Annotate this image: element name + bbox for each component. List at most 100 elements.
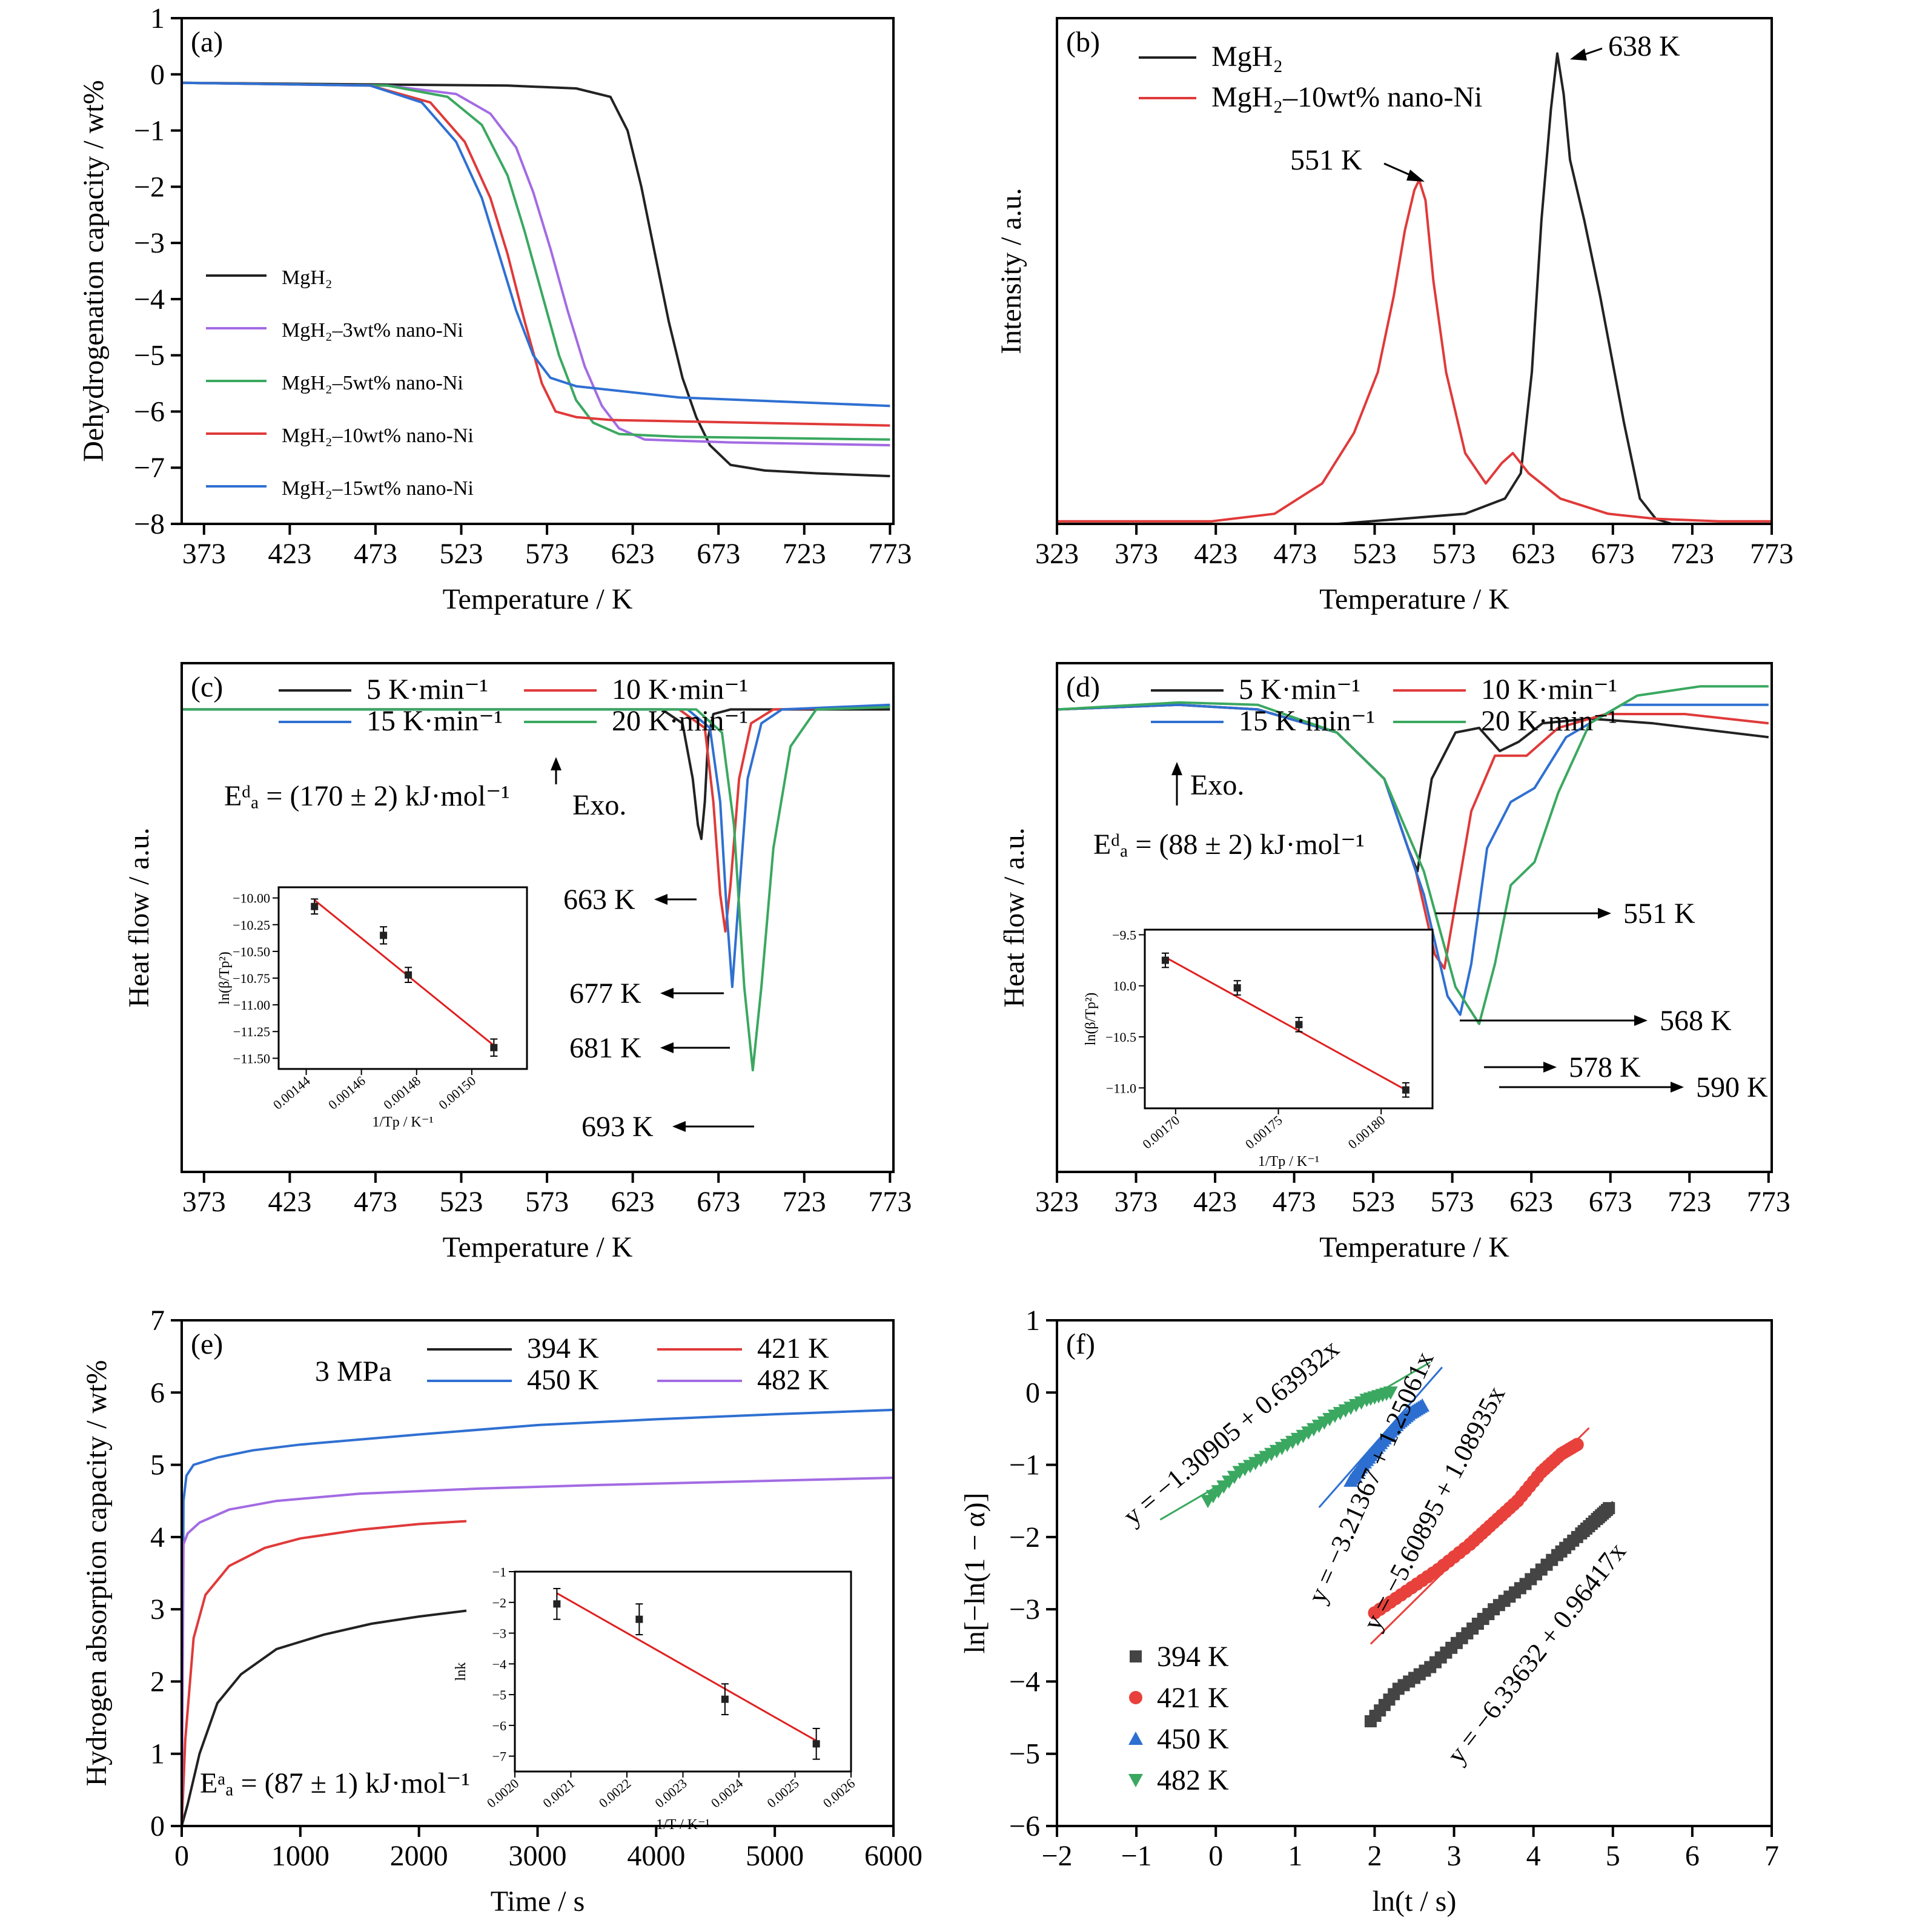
- activation-energy-label: Eᵈₐ = (88 ± 2) kJ·mol⁻¹: [1093, 829, 1365, 861]
- legend-label: MgH₂–3wt% nano-Ni: [282, 319, 463, 342]
- series-3: [1318, 1366, 1443, 1508]
- series-line-2: [182, 81, 890, 447]
- arrow-head: [1671, 1082, 1684, 1093]
- y-axis-label: Heat flow / a.u.: [123, 827, 155, 1007]
- x-tick-label: −1: [1121, 1840, 1152, 1872]
- panel-label: (c): [191, 671, 223, 703]
- legend-label: 15 K·min⁻¹: [366, 705, 503, 737]
- x-tick-label: 523: [1351, 1186, 1395, 1218]
- x-tick-label: 573: [1433, 538, 1476, 570]
- inset: 0.00170 0.00175 0.00180 −9.5 10.0 −10.5 −11.0 1…: [1083, 927, 1434, 1169]
- x-tick-label: 0: [174, 1840, 189, 1872]
- legend-label: 450 K: [527, 1364, 599, 1396]
- inset-x-tick-label: 0.00180: [1345, 1113, 1388, 1152]
- x-axis-label: Temperature / K: [443, 1231, 633, 1263]
- inset-y-tick-label: −4: [492, 1656, 506, 1672]
- plot-frame: [181, 662, 895, 1173]
- y-tick-label: −5: [1009, 1738, 1040, 1770]
- series-group: [182, 703, 890, 1071]
- y-tick-label: 3: [150, 1593, 165, 1626]
- y-axis-label: Heat flow / a.u.: [998, 827, 1030, 1007]
- legend-label: MgH₂–10wt% nano-Ni: [282, 425, 474, 447]
- x-tick-label: 523: [1353, 538, 1396, 570]
- y-axis-label: Dehydrogenation capacity / wt%: [78, 80, 110, 461]
- inset-fit-line: [1165, 956, 1406, 1091]
- peak-label: 578 K: [1569, 1051, 1641, 1083]
- x-tick-label: 623: [1512, 538, 1555, 570]
- y-tick-label: −3: [1009, 1593, 1040, 1626]
- legend-note: 3 MPa: [315, 1355, 392, 1388]
- series-line-1: [182, 1609, 467, 1826]
- x-tick-label: 4000: [627, 1840, 685, 1872]
- series-line-3: [182, 81, 890, 441]
- inset-point: [635, 1615, 643, 1623]
- x-tick-label: 2: [1367, 1840, 1382, 1872]
- y-tick-label: 4: [150, 1521, 165, 1553]
- x-tick-label: 773: [868, 538, 912, 570]
- peak-label: 681 K: [569, 1032, 641, 1064]
- legend-label: 10 K·min⁻¹: [612, 673, 748, 706]
- data-point: [1130, 1650, 1142, 1662]
- inset-point: [1402, 1086, 1409, 1094]
- x-tick-label: 423: [1194, 538, 1237, 570]
- inset-point: [1161, 956, 1169, 964]
- inset-x-tick-label: 0.0022: [596, 1776, 634, 1811]
- peak-label: 638 K: [1608, 30, 1680, 62]
- legend-label: 5 K·min⁻¹: [1239, 673, 1360, 706]
- inset-x-tick-label: 0.00148: [380, 1073, 423, 1113]
- panel-d: 323 373 423 473 523 573 623 673 723 773 Temperatur…: [998, 662, 1790, 1263]
- series-line-1: [182, 81, 890, 478]
- y-tick-label: −4: [134, 283, 165, 316]
- y-tick-label: 5: [150, 1449, 165, 1481]
- inset-y-tick-label: −11.50: [233, 1051, 270, 1066]
- legend-label: 421 K: [757, 1332, 829, 1365]
- inset-y-tick-label: −10.50: [233, 944, 270, 959]
- series-line-4: [182, 81, 890, 427]
- arrow-head: [654, 894, 667, 905]
- inset-point: [490, 1044, 498, 1051]
- series-2: [1368, 1427, 1590, 1645]
- legend-label: 20 K·min⁻¹: [612, 705, 748, 737]
- inset-point: [380, 931, 388, 939]
- panel-label: (a): [191, 26, 223, 58]
- y-tick-label: 6: [150, 1377, 165, 1409]
- x-tick-label: 673: [697, 538, 740, 570]
- x-tick-label: 373: [1115, 538, 1158, 570]
- data-point: [1383, 1386, 1398, 1400]
- inset-x-tick-label: 0.0020: [484, 1776, 522, 1811]
- x-tick-label: 6000: [864, 1840, 923, 1872]
- arrow-head: [660, 1042, 674, 1053]
- x-tick-label: 573: [525, 1186, 569, 1218]
- inset-x-tick-label: 0.0021: [540, 1776, 577, 1811]
- data-point: [1129, 1691, 1142, 1704]
- inset-y-tick-label: −7: [492, 1749, 506, 1764]
- inset-y-tick-label: −10.25: [233, 918, 270, 933]
- inset-point: [405, 971, 412, 979]
- legend-label: MgH₂–15wt% nano-Ni: [282, 477, 474, 500]
- plot-frame: [181, 17, 895, 525]
- y-axis-label: Hydrogen absorption capacity / wt%: [81, 1360, 113, 1787]
- y-tick-label: 1: [1025, 1305, 1040, 1337]
- x-tick-label: 323: [1035, 538, 1079, 570]
- plot-frame: [1056, 662, 1773, 1173]
- inset-y-tick-label: −6: [492, 1718, 506, 1733]
- inset-y-tick-label: −1: [492, 1564, 506, 1580]
- legend-label: 450 K: [1157, 1723, 1229, 1755]
- legend-label: MgH₂: [282, 266, 333, 289]
- arrow-head: [672, 1121, 686, 1132]
- data-point: [1570, 1438, 1584, 1452]
- legend-label: MgH₂–10wt% nano-Ni: [1211, 81, 1482, 113]
- y-tick-label: 0: [150, 59, 165, 91]
- panel-label: (e): [191, 1328, 223, 1360]
- x-tick-label: 423: [268, 538, 311, 570]
- panel-label: (b): [1066, 26, 1100, 58]
- peak-label: 663 K: [563, 884, 635, 916]
- series-1: [1364, 1501, 1615, 1728]
- legend-label: 482 K: [1157, 1764, 1229, 1796]
- y-tick-label: −6: [134, 395, 165, 428]
- x-tick-label: 423: [268, 1186, 311, 1218]
- series-line-1: [1057, 52, 1772, 524]
- x-tick-label: 373: [182, 538, 226, 570]
- inset-x-tick-label: 0.0024: [708, 1776, 746, 1811]
